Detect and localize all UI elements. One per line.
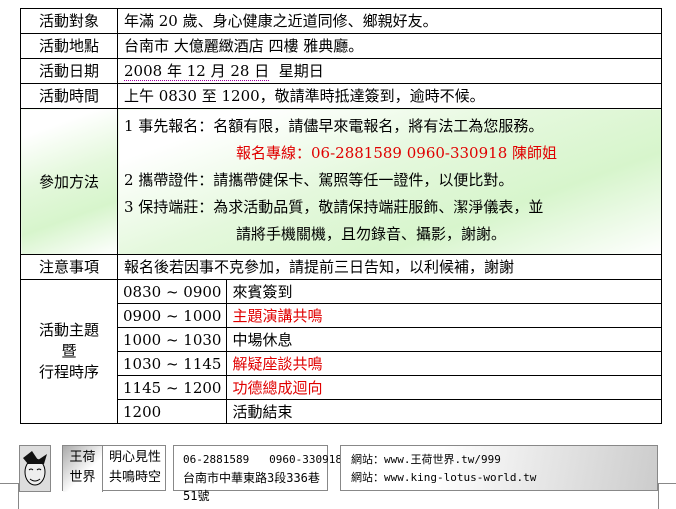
brand-name: 王荷 bbox=[69, 450, 96, 465]
weekday: 星期日 bbox=[278, 62, 324, 80]
website-box: 網站：www.王荷世界.tw/999 網站：www.king-lotus-worl… bbox=[340, 445, 658, 491]
row-method: 參加方法 1 事先報名：名額有限，請儘早來電報名，將有法工為您服務。 報名專線：… bbox=[20, 108, 662, 255]
method-item-1: 1 事先報名：名額有限，請儘早來電報名，將有法工為您服務。 bbox=[124, 117, 544, 135]
label-line: 活動主題 bbox=[38, 321, 99, 339]
row-schedule: 活動主題暨行程時序 0830 ~ 0900 來賓簽到 0900 ~ 1000 主題演講… bbox=[20, 279, 662, 424]
method-item-3-cont: 請將手機關機，且勿錄音、攝影，謝謝。 bbox=[236, 225, 507, 243]
row-date: 活動日期 2008 年 12 月 28 日 星期日 bbox=[20, 58, 662, 84]
website-link[interactable]: 網站：www.王荷世界.tw/999 bbox=[351, 453, 501, 466]
face-logo-icon bbox=[19, 445, 51, 492]
label-line: 暨 bbox=[61, 342, 77, 360]
hotline: 報名專線：06-2881589 0960-330918 陳師姐 bbox=[236, 144, 557, 162]
method-details: 1 事先報名：名額有限，請儘早來電報名，將有法工為您服務。 報名專線：06-28… bbox=[117, 108, 662, 255]
schedule-event: 主題演講共鳴 bbox=[226, 303, 661, 328]
value: 上午 0830 至 1200，敬請準時抵達簽到，逾時不候。 bbox=[117, 83, 662, 109]
event-info-table: 活動對象 年滿 20 歲、身心健康之近道同修、鄉親好友。 活動地點 台南市 大億麗緻… bbox=[20, 8, 662, 424]
value: 報名後若因事不克參加，請提前三日告知，以利候補，謝謝 bbox=[117, 254, 662, 280]
schedule-event: 解疑座談共鳴 bbox=[226, 351, 661, 376]
method-item-2: 2 攜帶證件：請攜帶健保卡、駕照等任一證件，以便比對。 bbox=[124, 171, 514, 189]
label: 活動時間 bbox=[20, 83, 118, 109]
divider bbox=[0, 483, 18, 484]
schedule-row: 1000 ~ 1030 中場休息 bbox=[118, 327, 661, 352]
value: 年滿 20 歲、身心健康之近道同修、鄉親好友。 bbox=[117, 8, 662, 34]
schedule-row: 0900 ~ 1000 主題演講共鳴 bbox=[118, 303, 661, 328]
label: 活動日期 bbox=[20, 58, 118, 84]
value: 2008 年 12 月 28 日 星期日 bbox=[117, 58, 662, 84]
schedule-event: 中場休息 bbox=[226, 327, 661, 352]
address: 台南市中華東路3段336巷51號 bbox=[183, 471, 320, 503]
method-item-3: 3 保持端莊：為求活動品質，敬請保持端莊服飾、潔淨儀表，並 bbox=[124, 198, 544, 216]
schedule-time: 1030 ~ 1145 bbox=[118, 351, 228, 376]
value: 台南市 大億麗緻酒店 四樓 雅典廳。 bbox=[117, 33, 662, 59]
label: 活動對象 bbox=[20, 8, 118, 34]
label: 活動主題暨行程時序 bbox=[20, 279, 118, 424]
slogan: 明心見性 bbox=[109, 450, 162, 465]
schedule-time: 0830 ~ 0900 bbox=[118, 280, 228, 304]
schedule-row: 1145 ~ 1200 功德總成迴向 bbox=[118, 375, 661, 400]
website-link[interactable]: 網站：www.king-lotus-world.tw bbox=[351, 471, 537, 484]
brand-box: 王荷世界 明心見性共鳴時空 bbox=[62, 445, 166, 492]
divider bbox=[658, 483, 676, 484]
label: 參加方法 bbox=[20, 108, 118, 255]
schedule-row: 1200 活動結束 bbox=[118, 399, 661, 423]
label: 活動地點 bbox=[20, 33, 118, 59]
schedule-cell: 0830 ~ 0900 來賓簽到 0900 ~ 1000 主題演講共鳴 1000 ~ 1… bbox=[117, 279, 662, 424]
schedule-time: 1200 bbox=[118, 399, 228, 423]
row-location: 活動地點 台南市 大億麗緻酒店 四樓 雅典廳。 bbox=[20, 33, 662, 59]
schedule-row: 1030 ~ 1145 解疑座談共鳴 bbox=[118, 351, 661, 376]
slogan: 共鳴時空 bbox=[109, 470, 162, 485]
schedule-table: 0830 ~ 0900 來賓簽到 0900 ~ 1000 主題演講共鳴 1000 ~ 1… bbox=[118, 280, 661, 423]
schedule-row: 0830 ~ 0900 來賓簽到 bbox=[118, 280, 661, 304]
schedule-time: 1145 ~ 1200 bbox=[118, 375, 228, 400]
row-time: 活動時間 上午 0830 至 1200，敬請準時抵達簽到，逾時不候。 bbox=[20, 83, 662, 109]
contact-box: 06-2881589 0960-330918 台南市中華東路3段336巷51號 bbox=[173, 445, 342, 503]
divider bbox=[18, 483, 19, 509]
row-audience: 活動對象 年滿 20 歲、身心健康之近道同修、鄉親好友。 bbox=[20, 8, 662, 34]
label: 注意事項 bbox=[20, 254, 118, 280]
schedule-event: 功德總成迴向 bbox=[226, 375, 661, 400]
date: 2008 年 12 月 28 日 bbox=[124, 62, 270, 81]
brand-name: 世界 bbox=[69, 470, 96, 485]
schedule-event: 活動結束 bbox=[232, 402, 293, 421]
label-line: 行程時序 bbox=[38, 363, 99, 381]
schedule-time: 1000 ~ 1030 bbox=[118, 327, 228, 352]
row-notice: 注意事項 報名後若因事不克參加，請提前三日告知，以利候補，謝謝 bbox=[20, 254, 662, 280]
phones: 06-2881589 0960-330918 bbox=[183, 453, 342, 466]
schedule-event: 來賓簽到 bbox=[226, 280, 661, 304]
divider bbox=[658, 483, 659, 509]
schedule-time: 0900 ~ 1000 bbox=[118, 303, 228, 328]
